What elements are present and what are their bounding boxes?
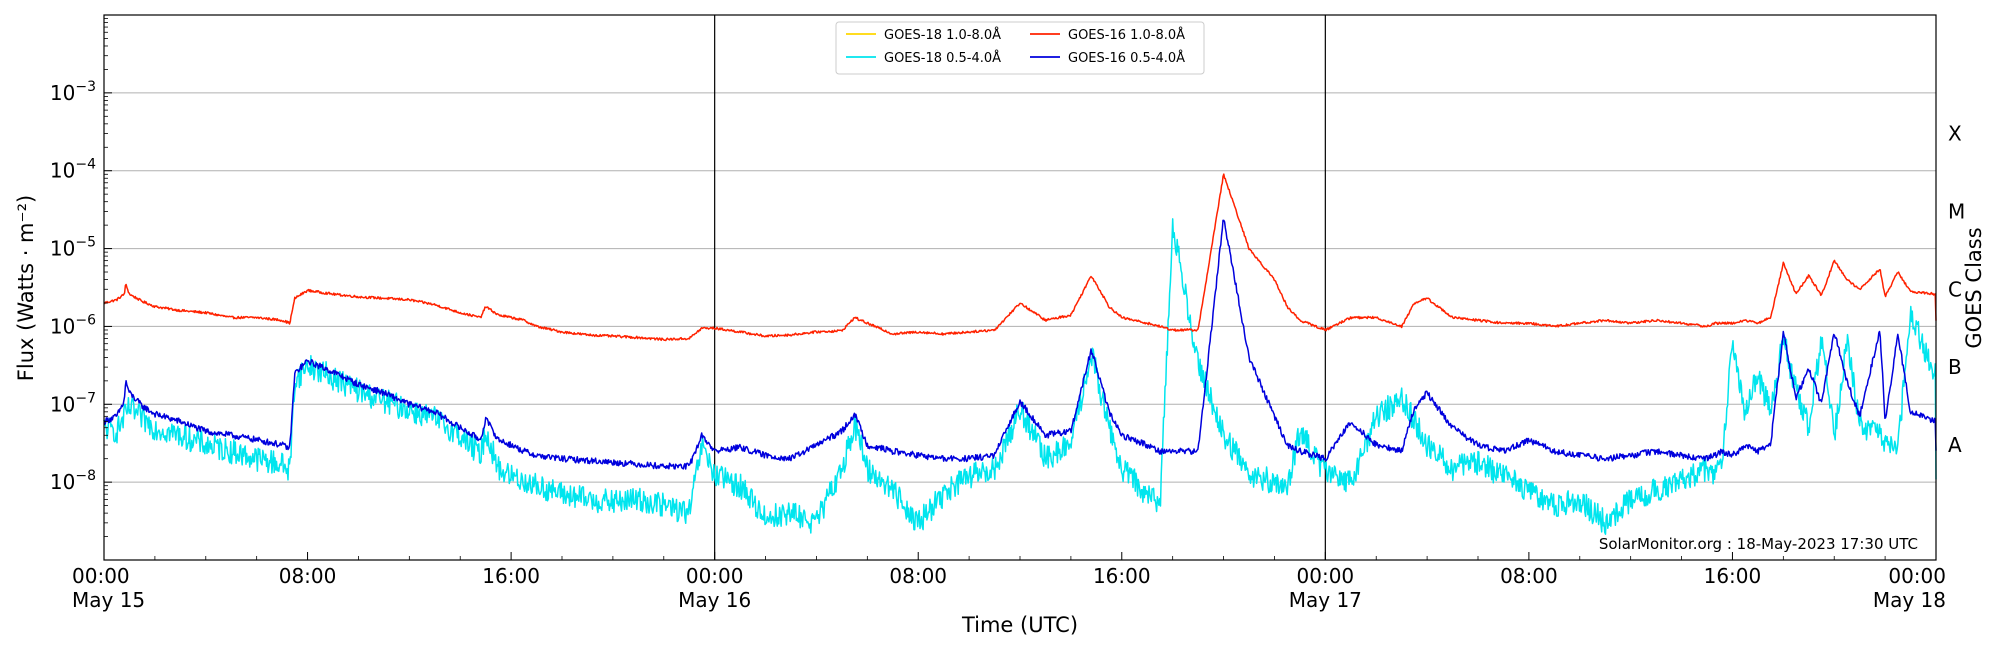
legend-box <box>835 21 1205 75</box>
y-tick-label: 10−4 <box>50 157 96 183</box>
legend-label: GOES-18 0.5-4.0Å <box>884 50 1001 66</box>
y-tick-label: 10−6 <box>50 312 96 338</box>
x-tick-time-label: 08:00 <box>1500 564 1558 588</box>
credit-label: SolarMonitor.org : 18-May-2023 17:30 UTC <box>1599 535 1918 553</box>
series-line <box>103 218 1937 535</box>
goes-class-label: X <box>1948 122 1962 146</box>
legend: GOES-18 1.0-8.0Å GOES-18 0.5-4.0Å GOES-16 … <box>835 21 1205 75</box>
x-tick-time-label: 00:00 <box>1297 564 1355 588</box>
y-tick-label: 10−8 <box>50 468 96 494</box>
series-line <box>103 219 1937 470</box>
x-tick-time-label: 08:00 <box>889 564 947 588</box>
x-tick-date-label: May 18 <box>1873 588 1946 612</box>
y2-axis-title: GOES Class <box>1962 227 1986 348</box>
legend-label: GOES-18 1.0-8.0Å <box>884 27 1001 43</box>
y-tick-label: 10−3 <box>50 79 96 105</box>
goes-class-label: B <box>1948 355 1962 379</box>
x-tick-time-label: 08:00 <box>279 564 337 588</box>
y-tick-label: 10−5 <box>50 235 96 261</box>
legend-label: GOES-16 1.0-8.0Å <box>1068 27 1185 43</box>
x-tick-date-label: May 15 <box>72 588 145 612</box>
x-tick-time-label: 16:00 <box>482 564 540 588</box>
y-tick-label: 10−7 <box>50 390 96 416</box>
x-tick-time-label: 00:00 <box>1888 564 1946 588</box>
goes-class-label: C <box>1948 277 1962 301</box>
series-line <box>103 173 1937 342</box>
y-axis-title: Flux (Watts · m⁻²) <box>14 195 38 381</box>
goes-class-labels: A B C M X <box>1948 122 1965 457</box>
x-tick-date-label: May 17 <box>1289 588 1362 612</box>
y-axis-ticks: 10−8 10−7 10−6 10−5 10−4 10−3 <box>50 18 112 537</box>
x-tick-time-label: 16:00 <box>1704 564 1762 588</box>
x-axis-title: Time (UTC) <box>961 613 1078 637</box>
legend-label: GOES-16 0.5-4.0Å <box>1068 50 1185 66</box>
x-tick-time-label: 16:00 <box>1093 564 1151 588</box>
x-tick-time-label: 00:00 <box>72 564 130 588</box>
goes-class-label: M <box>1948 199 1965 223</box>
x-tick-date-label: May 16 <box>678 588 751 612</box>
x-tick-time-label: 00:00 <box>686 564 744 588</box>
goes-class-label: A <box>1948 433 1962 457</box>
series-layer <box>103 173 1937 535</box>
